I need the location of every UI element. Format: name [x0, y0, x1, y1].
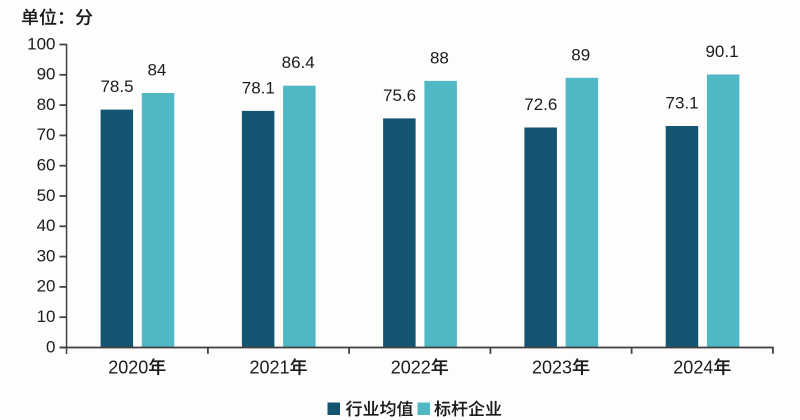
- svg-text:0: 0: [46, 337, 55, 356]
- svg-text:60: 60: [37, 156, 56, 175]
- svg-text:90.1: 90.1: [705, 42, 738, 61]
- svg-text:86.4: 86.4: [282, 53, 315, 72]
- svg-text:100: 100: [27, 34, 55, 53]
- svg-text:73.1: 73.1: [666, 94, 699, 113]
- svg-text:2022: 2022: [391, 358, 431, 378]
- svg-text:40: 40: [37, 216, 56, 235]
- svg-text:2020: 2020: [108, 358, 148, 378]
- svg-text:2024: 2024: [673, 358, 713, 378]
- svg-text:80: 80: [37, 95, 56, 114]
- svg-text:70: 70: [37, 125, 56, 144]
- svg-text:78.5: 78.5: [100, 77, 133, 96]
- svg-text:2021: 2021: [250, 358, 290, 378]
- svg-text:90: 90: [37, 65, 56, 84]
- svg-text:10: 10: [37, 307, 56, 326]
- svg-text:75.6: 75.6: [383, 86, 416, 105]
- svg-text:30: 30: [37, 246, 56, 265]
- svg-text:89: 89: [571, 45, 590, 64]
- svg-text:50: 50: [37, 186, 56, 205]
- svg-text:88: 88: [430, 48, 449, 67]
- svg-text:78.1: 78.1: [242, 78, 275, 97]
- svg-text:84: 84: [147, 61, 166, 80]
- svg-text:2023: 2023: [532, 358, 572, 378]
- svg-text:72.6: 72.6: [524, 95, 557, 114]
- svg-text:20: 20: [37, 277, 56, 296]
